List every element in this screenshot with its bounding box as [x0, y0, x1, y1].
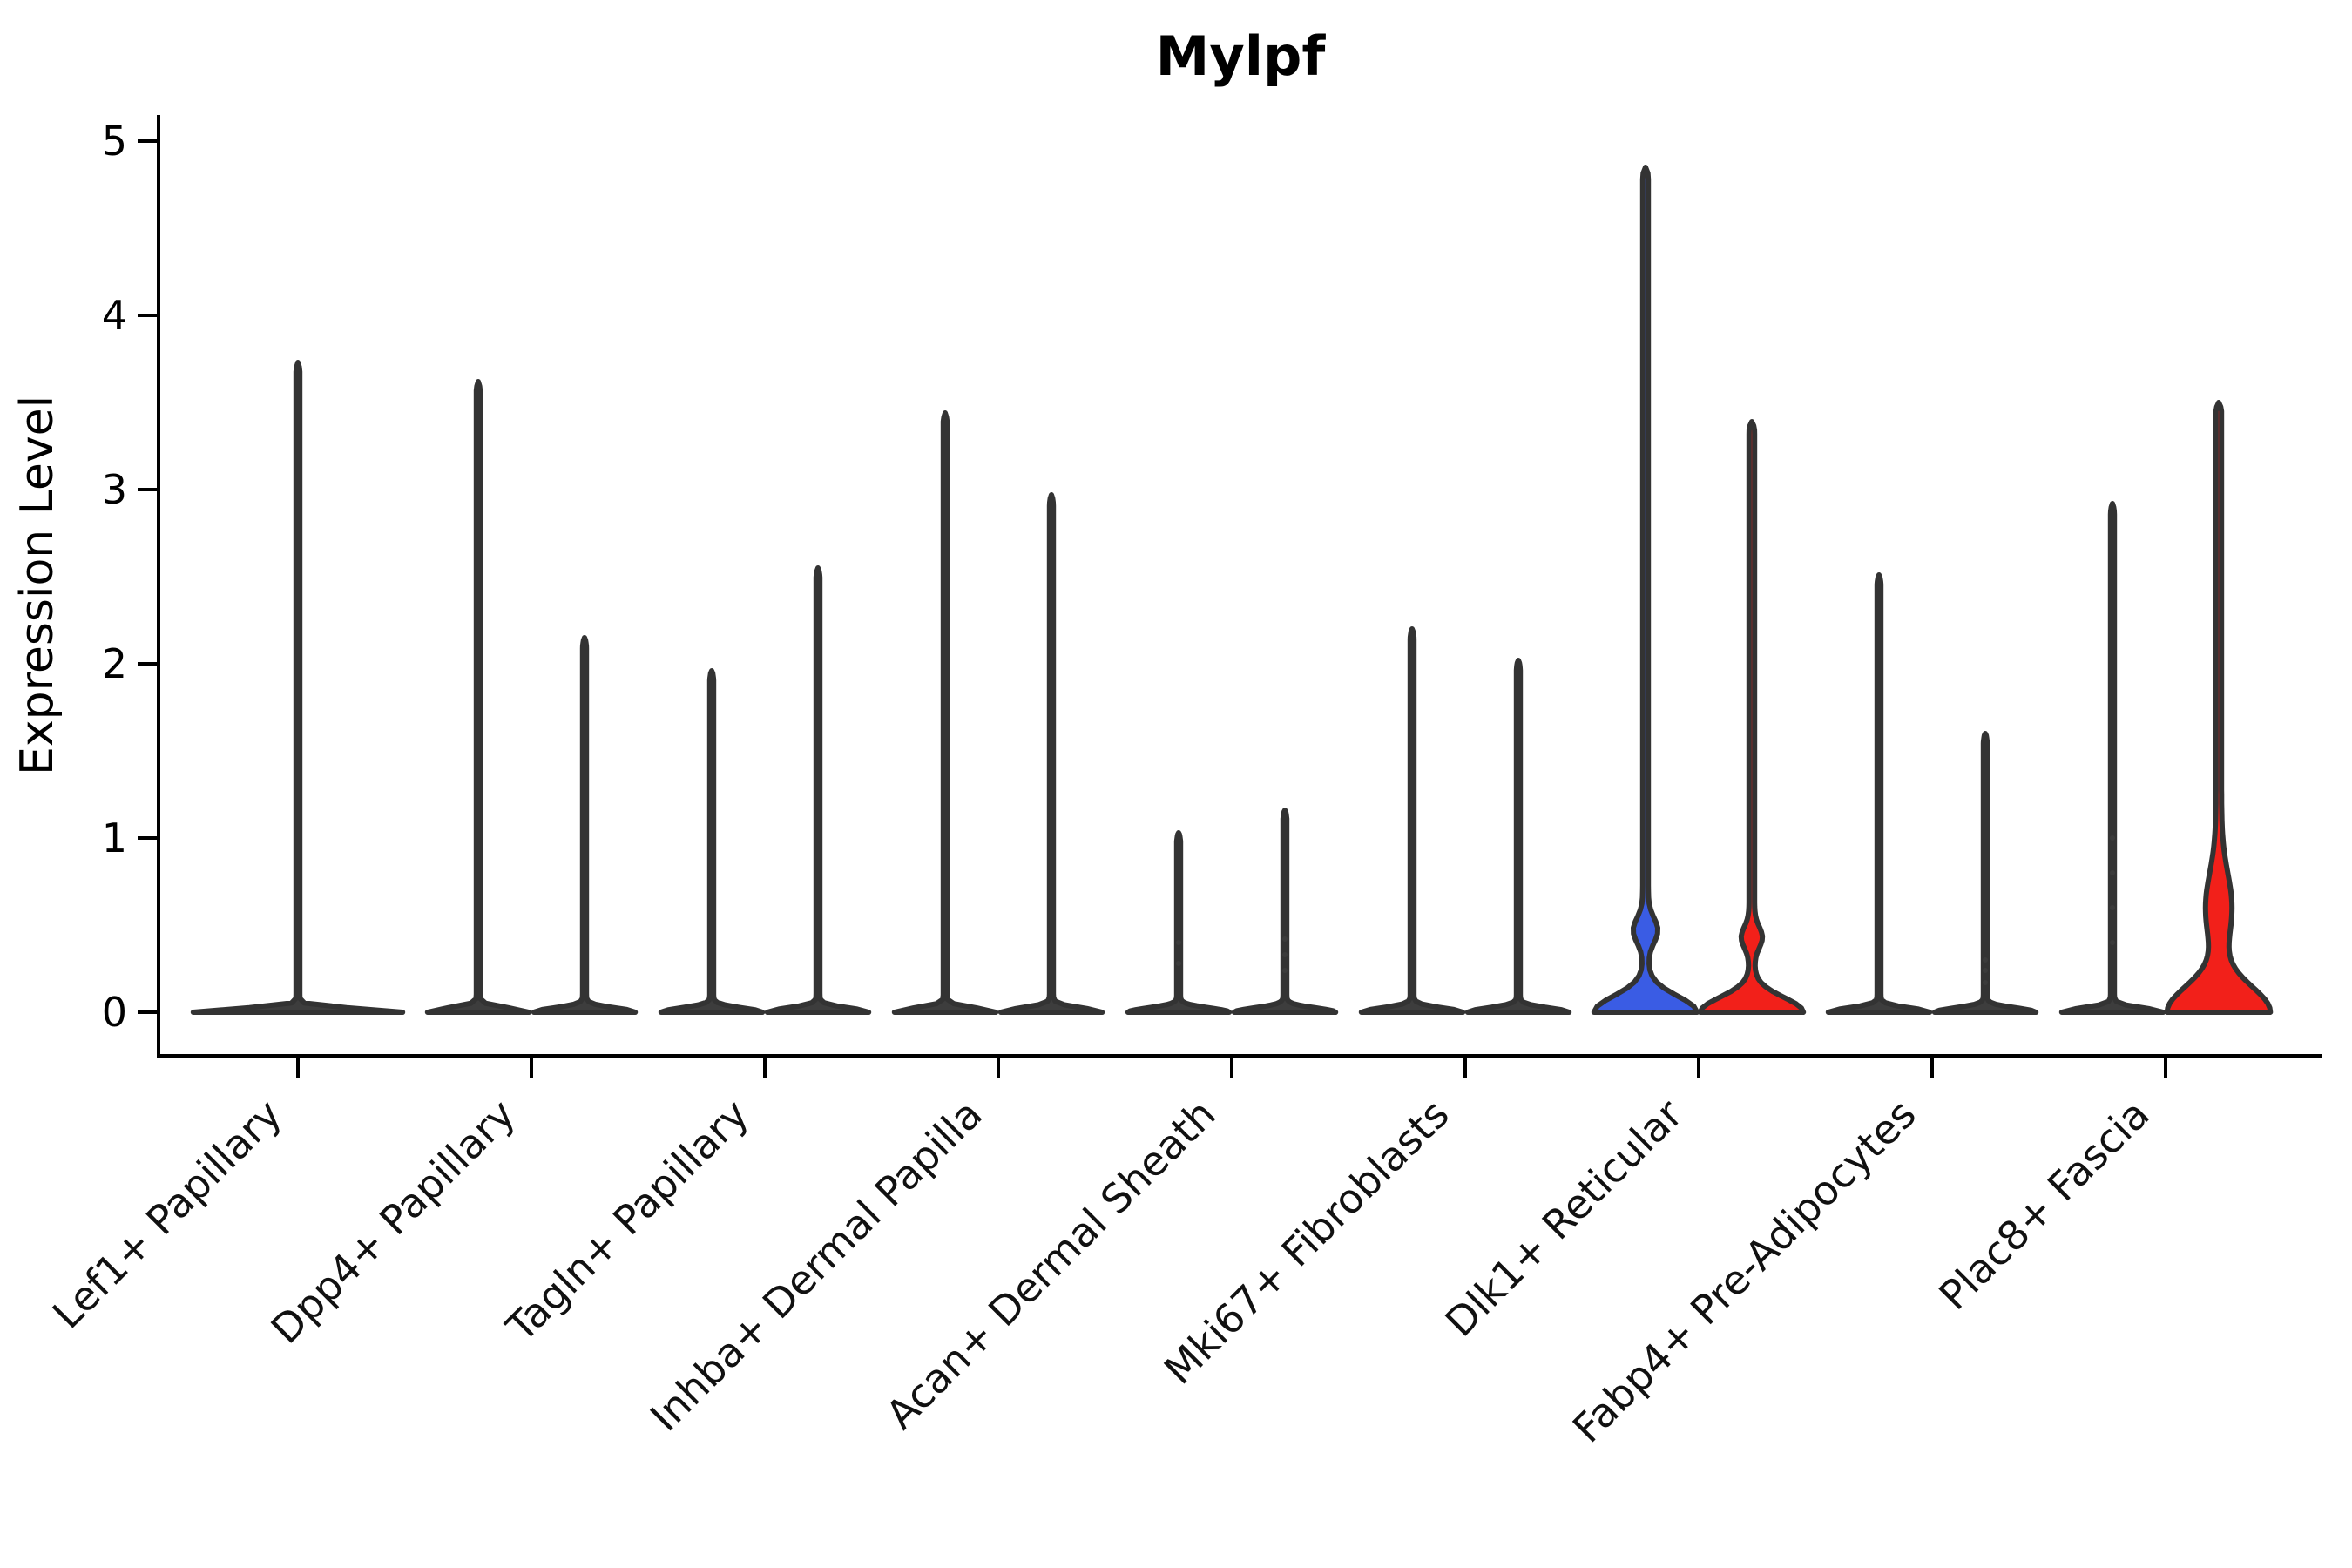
y-tick-label: 1	[102, 814, 127, 862]
axes: 0 1 2 3 4 5	[102, 115, 2322, 1078]
violin-plac8-fascia-left	[2058, 501, 2166, 1015]
violin-dpp4-papillary-left	[424, 379, 532, 1015]
jitter-point	[1983, 968, 1988, 973]
y-tick-label: 4	[102, 292, 127, 339]
x-category-label: Dlk1+ Reticular	[1436, 1091, 1692, 1346]
jitter-point	[1983, 980, 1988, 985]
jitter-point	[1176, 940, 1181, 945]
violin-series	[190, 165, 2274, 1015]
violin-plac8-fascia-right	[2164, 400, 2274, 1015]
jitter-point	[1282, 968, 1288, 973]
violin-fabp4-pre-adipocytes-left	[1825, 572, 1933, 1015]
violin-tagln-papillary-left	[658, 668, 766, 1015]
violin-dpp4-papillary-right	[531, 635, 639, 1015]
x-category-label: Lef1+ Papillary	[44, 1091, 291, 1338]
violin-acan-dermal-sheath-right	[1231, 808, 1339, 1015]
violin-tagln-papillary-right	[764, 565, 872, 1015]
violin-acan-dermal-sheath-left	[1125, 830, 1233, 1015]
x-category-label: Tagln+ Papillary	[497, 1091, 758, 1352]
x-category-label: Plac8+ Fascia	[1930, 1091, 2158, 1319]
jitter-point	[2110, 905, 2115, 910]
violin-dlk1-reticular-right	[1697, 419, 1807, 1015]
jitter-point	[1282, 936, 1288, 942]
y-tick-label: 0	[102, 989, 127, 1036]
violin-fabp4-pre-adipocytes-right	[1931, 731, 2039, 1015]
y-tick-label: 3	[102, 466, 127, 513]
y-tick-label: 5	[102, 118, 127, 165]
violin-mki67-fibroblasts-right	[1464, 658, 1572, 1015]
jitter-point	[2110, 940, 2115, 945]
violin-lef1-papillary-center	[190, 360, 406, 1015]
y-axis-label: Expression Level	[11, 395, 64, 775]
violin-mki67-fibroblasts-left	[1358, 626, 1466, 1015]
y-tick-label: 2	[102, 640, 127, 687]
x-category-label: Dpp4+ Papillary	[262, 1091, 524, 1353]
violin-inhba-dermal-papilla-right	[997, 492, 1105, 1015]
jitter-point	[2110, 870, 2115, 875]
jitter-point	[2110, 835, 2115, 841]
violin-inhba-dermal-papilla-left	[891, 410, 999, 1015]
plot-title: Mylpf	[1156, 24, 1327, 88]
jitter-point	[1983, 957, 1988, 963]
jitter-point	[1176, 961, 1181, 966]
violin-dlk1-reticular-left	[1591, 165, 1700, 1015]
jitter-point	[1282, 952, 1288, 957]
